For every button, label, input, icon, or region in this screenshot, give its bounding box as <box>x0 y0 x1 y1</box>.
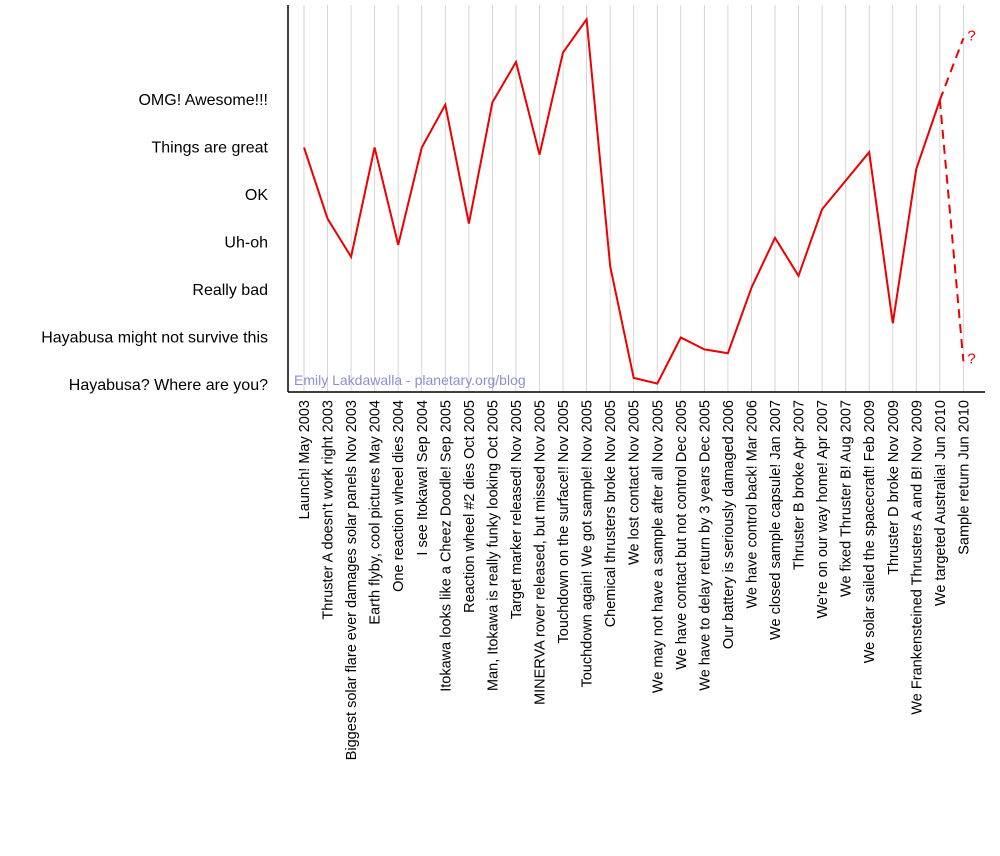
x-category-label: Our battery is seriously damaged 2006 <box>721 400 737 649</box>
x-category-label: Thruster B broke Apr 2007 <box>792 400 808 570</box>
x-category-label: We fixed Thruster B! Aug 2007 <box>839 400 855 597</box>
projection-lines: ?? <box>938 27 976 367</box>
y-level-label: Hayabusa might not survive this <box>41 330 268 347</box>
y-level-label: OK <box>245 187 268 204</box>
x-category-label: Itokawa looks like a Cheez Doodle! Sep 2… <box>438 400 454 692</box>
x-category-label: Thruster A doesn't work right 2003 <box>321 400 337 620</box>
x-category-label: We're on our way home! Apr 2007 <box>815 400 831 619</box>
x-category-label: We Frankensteined Thrusters A and B! Nov… <box>909 400 925 715</box>
x-category-label: Biggest solar flare ever damages solar p… <box>344 400 360 760</box>
x-category-label: Touchdown again! We got sample! Nov 2005 <box>580 400 596 688</box>
x-category-label: We have contact but not control Dec 2005 <box>674 400 690 670</box>
x-category-label: Touchdown on the surface!! Nov 2005 <box>556 400 572 643</box>
x-category-label: We closed sample capsule! Jan 2007 <box>768 400 784 640</box>
y-level-label: Uh-oh <box>224 235 268 252</box>
mood-series-line <box>303 16 941 385</box>
x-category-label: Chemical thrusters broke Nov 2005 <box>603 400 619 627</box>
y-level-label: Hayabusa? Where are you? <box>69 377 268 394</box>
x-category-label: Earth flyby, cool pictures May 2004 <box>368 400 384 625</box>
projection-question-mark: ? <box>967 350 975 367</box>
x-category-label: Reaction wheel #2 dies Oct 2005 <box>462 400 478 613</box>
x-category-label: Target marker released! Nov 2005 <box>509 400 525 619</box>
y-level-label: OMG! Awesome!!! <box>138 92 268 109</box>
credit-text: Emily Lakdawalla - planetary.org/blog <box>294 372 526 388</box>
x-category-label: I see Itokawa! Sep 2004 <box>415 400 431 556</box>
x-category-label: We may not have a sample after all Nov 2… <box>650 400 666 693</box>
y-level-label: Things are great <box>151 140 268 157</box>
projection-question-mark: ? <box>967 27 975 44</box>
projection-line <box>938 99 965 362</box>
x-category-label: Man, Itokawa is really funky looking Oct… <box>485 400 501 691</box>
y-level-label: Really bad <box>192 282 268 299</box>
x-category-label: We have control back! Mar 2006 <box>744 400 760 608</box>
x-category-label: MINERVA rover released, but missed Nov 2… <box>533 400 549 705</box>
y-level-labels: Hayabusa? Where are you? Hayabusa might n… <box>41 92 268 394</box>
x-category-label: Sample return Jun 2010 <box>956 400 972 555</box>
x-category-label: We lost contact Nov 2005 <box>627 400 643 565</box>
x-category-label: We have to delay return by 3 years Dec 2… <box>697 400 713 691</box>
x-category-label: Launch! May 2003 <box>297 400 313 519</box>
x-event-labels: Launch! May 2003 Thruster A doesn't work … <box>297 400 972 760</box>
vertical-gridlines <box>303 5 964 392</box>
x-category-label: One reaction wheel dies 2004 <box>391 400 407 592</box>
projection-line <box>938 37 965 101</box>
x-category-label: Thruster D broke Nov 2009 <box>886 400 902 575</box>
x-category-label: We solar sailed the spacecraft! Feb 2009 <box>862 400 878 663</box>
x-category-label: We targeted Australia! Jun 2010 <box>933 400 949 606</box>
